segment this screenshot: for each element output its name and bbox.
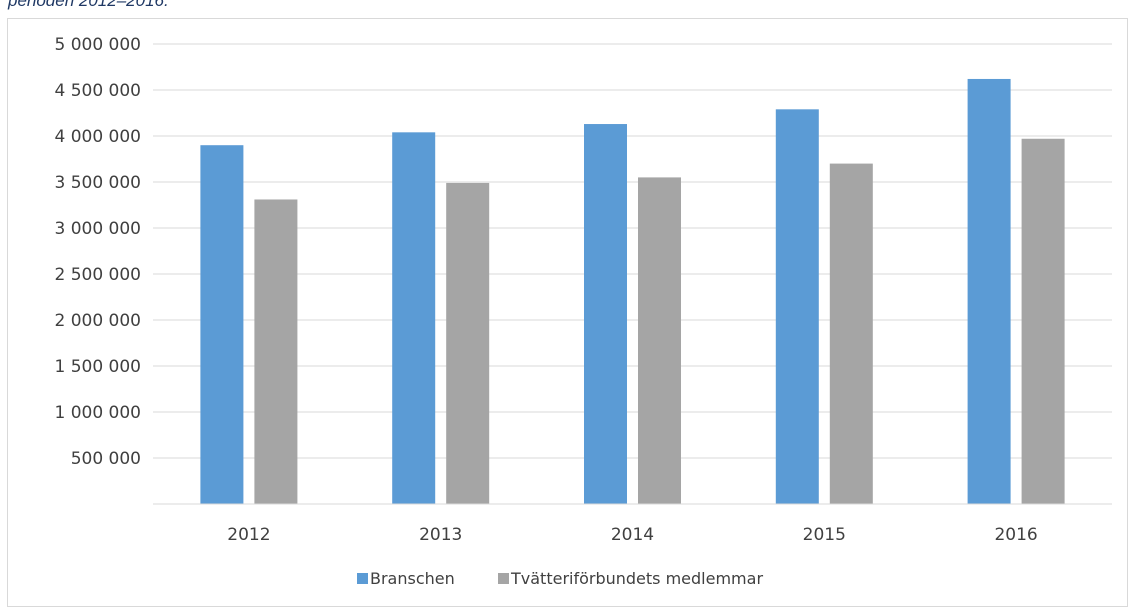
x-tick-label: 2013 <box>419 525 462 545</box>
bars <box>200 78 1065 505</box>
y-tick-label: 1 500 000 <box>54 357 141 377</box>
bar-medlemmar-2012 <box>254 199 298 505</box>
bar-medlemmar-2015 <box>829 163 873 504</box>
chart-caption: perioden 2012–2016. <box>8 0 169 10</box>
y-tick-label: 3 000 000 <box>54 219 141 239</box>
bar-medlemmar-2014 <box>638 177 681 504</box>
y-tick-label: 3 500 000 <box>54 173 141 193</box>
gridlines <box>153 43 1112 459</box>
legend: Branschen Tvätteriförbundets medlemmar <box>357 569 763 588</box>
y-tick-label: 4 000 000 <box>54 127 141 147</box>
y-tick-label: 2 000 000 <box>54 311 141 331</box>
x-axis-tick-labels: 2012 2013 2014 2015 2016 <box>227 525 1037 545</box>
bar-branschen-2014 <box>584 124 627 504</box>
y-tick-label: 5 000 000 <box>54 35 141 55</box>
y-tick-label: 2 500 000 <box>54 265 141 285</box>
x-tick-label: 2012 <box>227 525 270 545</box>
legend-swatch-branschen <box>357 573 368 584</box>
bar-branschen-2012 <box>200 145 244 504</box>
bar-branschen-2016 <box>967 78 1011 505</box>
y-axis-tick-labels: 500 000 1 000 000 1 500 000 2 000 000 2 500 … <box>54 35 141 469</box>
x-tick-label: 2015 <box>803 525 846 545</box>
bar-medlemmar-2016 <box>1021 138 1065 504</box>
legend-label: Branschen <box>370 569 455 588</box>
y-tick-label: 1 000 000 <box>54 403 141 423</box>
y-tick-label: 500 000 <box>71 449 141 469</box>
y-tick-label: 4 500 000 <box>54 81 141 101</box>
bar-medlemmar-2013 <box>446 182 490 505</box>
x-tick-label: 2014 <box>611 525 654 545</box>
bar-branschen-2015 <box>775 109 819 504</box>
bar-branschen-2013 <box>392 132 436 504</box>
legend-label: Tvätteriförbundets medlemmar <box>510 569 763 588</box>
chart-frame <box>7 18 1128 607</box>
x-tick-label: 2016 <box>994 525 1037 545</box>
legend-swatch-medlemmar <box>498 573 509 584</box>
